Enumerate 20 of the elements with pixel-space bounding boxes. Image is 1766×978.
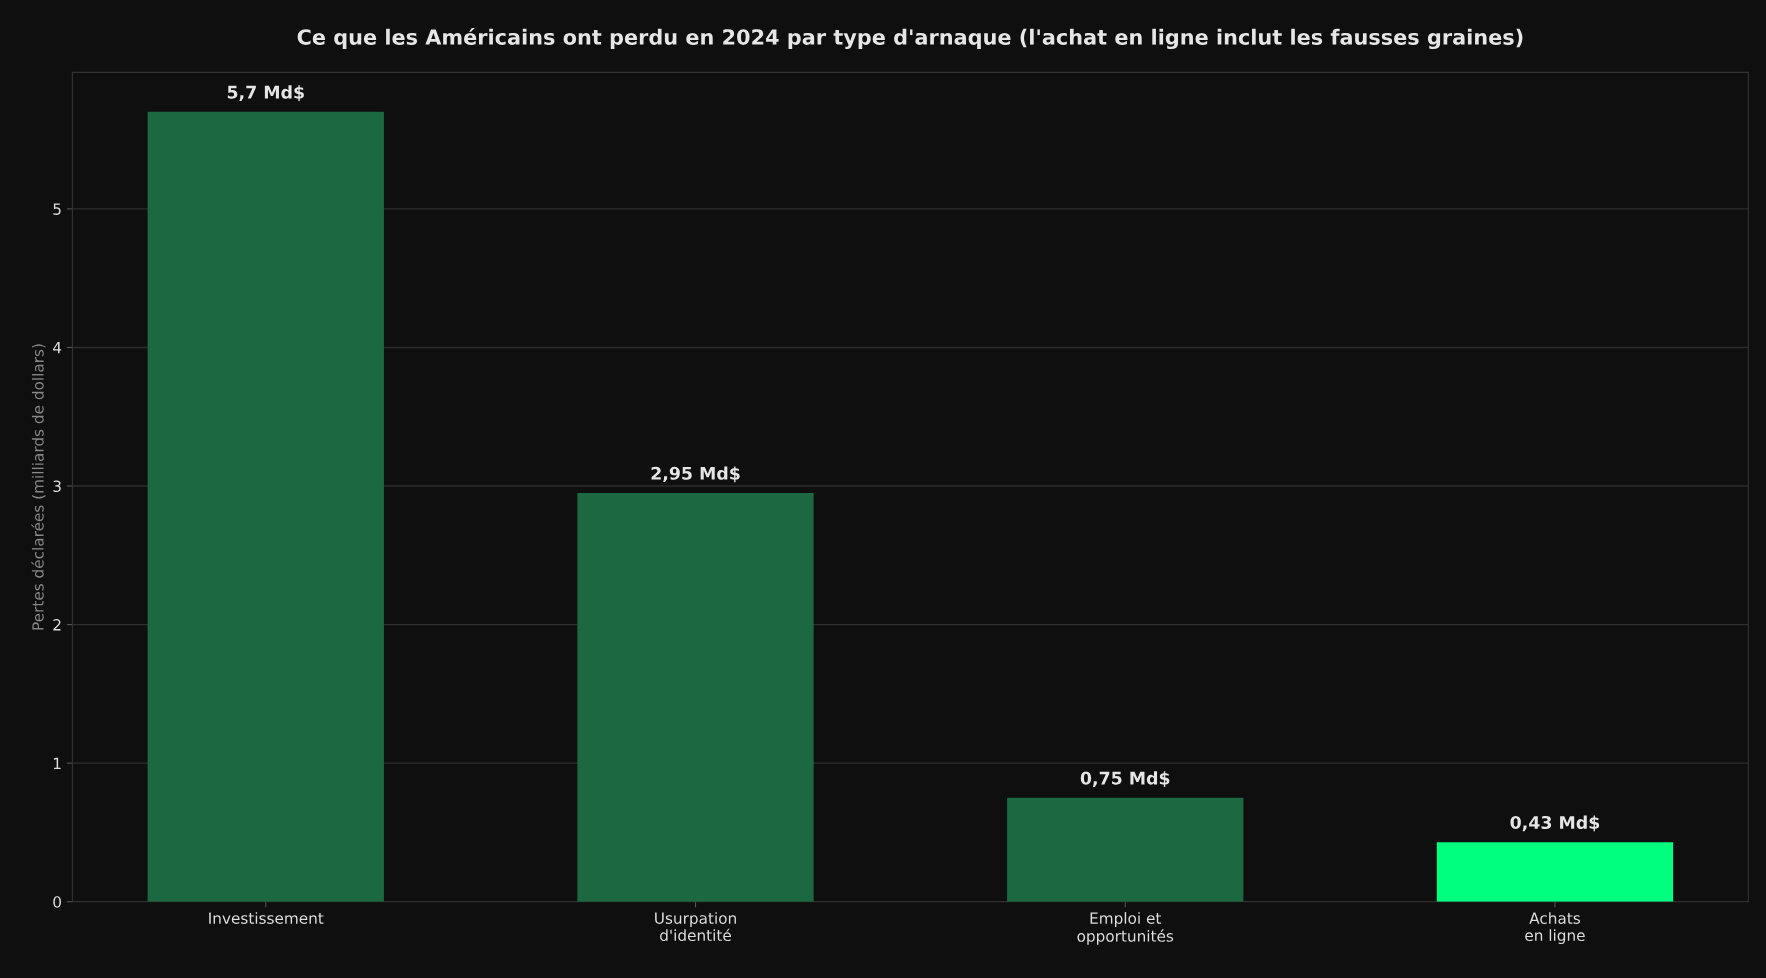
y-axis-title: Pertes déclarées (milliards de dollars): [31, 344, 46, 630]
bar: [577, 492, 814, 902]
y-tick-label: 5: [53, 203, 61, 215]
data-label: 2,95 Md$: [651, 466, 740, 483]
bar: [1007, 797, 1244, 902]
data-label: 5,7 Md$: [227, 85, 304, 102]
data-label: 0,75 Md$: [1080, 771, 1170, 788]
data-label: 0,43 Md$: [1510, 815, 1600, 832]
x-tick-label: Investissement: [209, 912, 324, 924]
bar: [147, 111, 384, 902]
x-tick-label: Emploi et opportunités: [1077, 912, 1174, 945]
chart-title: Ce que les Américains ont perdu en 2024 par type d'arnaque (l'achat en ligne inclut les fausses graines): [297, 27, 1523, 50]
x-tick-label: Usurpation d'identité: [655, 912, 736, 942]
bar: [1436, 842, 1674, 902]
y-tick-label: 4: [53, 342, 62, 354]
y-tick-label: 0: [53, 896, 61, 908]
y-tick-label: 2: [53, 619, 61, 631]
x-tick-label: Achats en ligne: [1525, 912, 1585, 945]
y-tick-label: 3: [53, 480, 61, 493]
y-tick-label: 1: [53, 757, 61, 769]
